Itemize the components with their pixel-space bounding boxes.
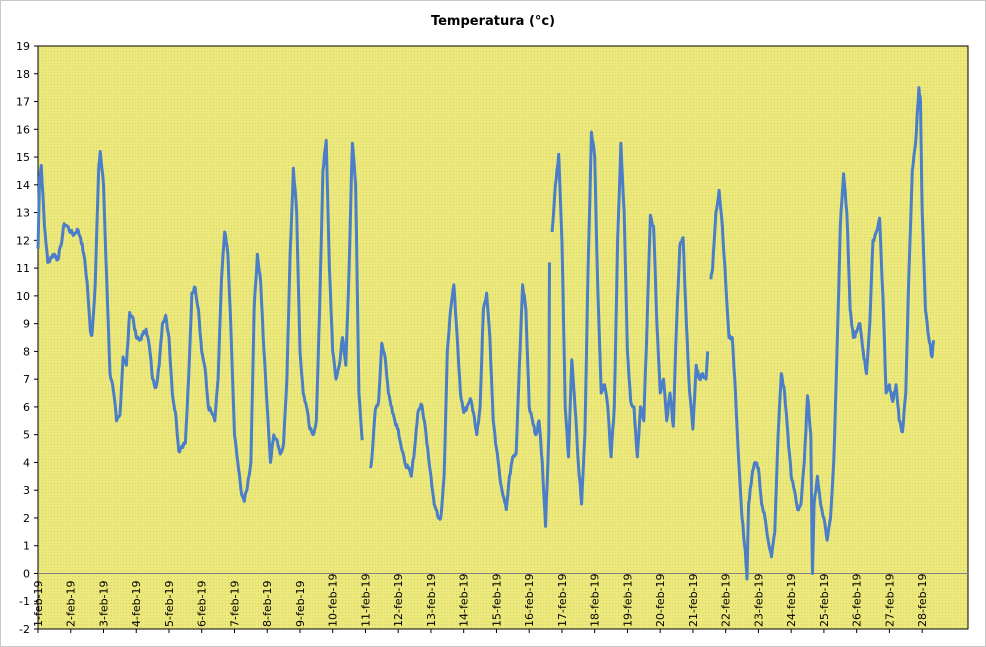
y-tick-label: 0 [23,567,30,580]
y-tick-label: -2 [19,623,30,636]
y-tick-label: 15 [16,151,30,164]
x-tick-label: 14-feb-19 [458,573,471,627]
x-tick-label: 12-feb-19 [392,573,405,627]
y-tick-label: 1 [23,540,30,553]
x-tick-label: 18-feb-19 [589,573,602,627]
x-tick-label: 6-feb-19 [196,580,209,627]
x-tick-label: 27-feb-19 [883,573,896,627]
x-tick-label: 22-feb-19 [720,573,733,627]
x-tick-label: 26-feb-19 [851,573,864,627]
y-tick-label: 3 [23,484,30,497]
x-tick-label: 9-feb-19 [294,580,307,627]
x-tick-label: 15-feb-19 [490,573,503,627]
x-tick-label: 28-feb-19 [916,573,929,627]
x-tick-label: 11-feb-19 [359,573,372,627]
x-tick-label: 20-feb-19 [654,573,667,627]
x-tick-label: 16-feb-19 [523,573,536,627]
x-tick-label: 21-feb-19 [687,573,700,627]
x-tick-label: 4-feb-19 [130,580,143,627]
y-tick-label: 10 [16,290,30,303]
plot-area [37,45,969,630]
x-tick-label: 3-feb-19 [97,580,110,627]
y-tick-label: 8 [23,345,30,358]
y-tick-label: 17 [16,96,30,109]
y-tick-label: -1 [19,595,30,608]
chart-title: Temperatura (°c) [430,14,556,29]
x-tick-label: 8-feb-19 [261,580,274,627]
x-tick-label: 23-feb-19 [752,573,765,627]
x-tick-label: 10-feb-19 [327,573,340,627]
y-tick-label: 4 [23,456,30,469]
y-tick-label: 18 [16,68,30,81]
y-tick-label: 5 [23,429,30,442]
y-tick-label: 6 [23,401,30,414]
x-tick-label: 1-feb-19 [32,580,45,627]
x-tick-label: 24-feb-19 [785,573,798,627]
x-tick-label: 25-feb-19 [818,573,831,627]
x-tick-label: 7-feb-19 [228,580,241,627]
y-tick-label: 9 [23,318,30,331]
x-tick-label: 2-feb-19 [65,580,78,627]
x-tick-label: 17-feb-19 [556,573,569,627]
y-tick-label: 14 [16,179,30,192]
y-tick-label: 12 [16,234,30,247]
y-tick-label: 11 [16,262,30,275]
x-tick-label: 19-feb-19 [621,573,634,627]
y-tick-label: 19 [16,40,30,53]
x-axis: 1-feb-19 2-feb-19 3-feb-19 4-feb-19 5-feb-19… [32,573,929,633]
y-tick-label: 16 [16,123,30,136]
y-tick-label: 13 [16,207,30,220]
x-tick-label: 13-feb-19 [425,573,438,627]
series-temperatura-line [36,86,936,581]
y-tick-label: 2 [23,512,30,525]
y-tick-label: 7 [23,373,30,386]
x-tick-label: 5-feb-19 [163,580,176,627]
